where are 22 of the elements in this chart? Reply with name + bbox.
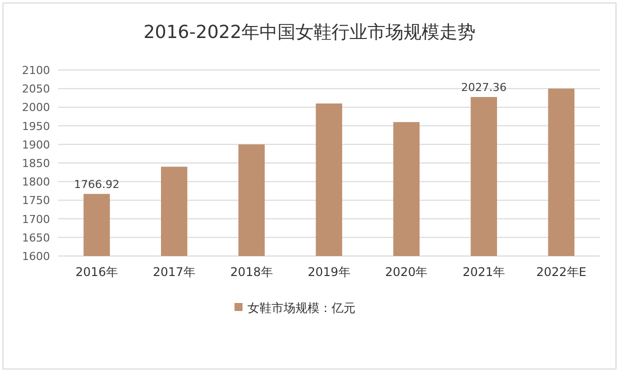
y-tick-label: 1800 bbox=[22, 176, 50, 189]
x-tick-label: 2017年 bbox=[152, 265, 196, 279]
x-tick-label: 2018年 bbox=[230, 265, 273, 279]
chart-title: 2016-2022年中国女鞋行业市场规模走势 bbox=[143, 22, 476, 43]
y-tick-label: 2050 bbox=[22, 82, 50, 96]
y-tick-label: 1700 bbox=[22, 212, 50, 226]
data-label: 2027.36 bbox=[461, 81, 507, 94]
y-tick-label: 1850 bbox=[22, 157, 50, 170]
y-tick-label: 1900 bbox=[22, 138, 50, 152]
y-tick-label: 1650 bbox=[22, 231, 50, 244]
legend-label: 女鞋市场规模：亿元 bbox=[248, 301, 356, 315]
data-label: 1766.92 bbox=[74, 178, 120, 191]
x-tick-label: 2016年 bbox=[75, 265, 118, 279]
x-tick-label: 2022年E bbox=[536, 265, 586, 279]
x-tick-label: 2021年 bbox=[462, 265, 506, 279]
y-tick-label: 2100 bbox=[22, 64, 50, 77]
y-tick-label: 1750 bbox=[22, 194, 50, 208]
x-tick-label: 2019年 bbox=[308, 265, 350, 279]
y-tick-label: 1950 bbox=[22, 120, 50, 133]
y-tick-label: 1600 bbox=[22, 250, 50, 263]
x-tick-label: 2020年 bbox=[385, 265, 428, 279]
y-tick-label: 2000 bbox=[22, 101, 50, 114]
